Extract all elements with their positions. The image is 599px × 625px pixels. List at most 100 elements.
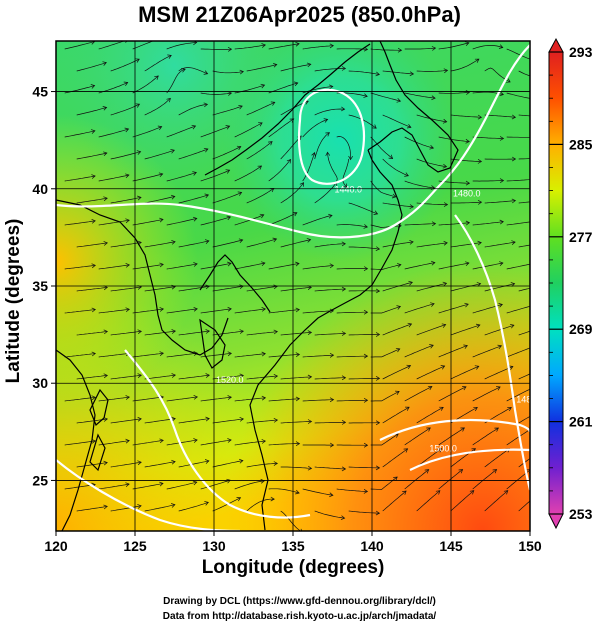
streamline-arrow xyxy=(295,307,300,313)
colorbar-max-triangle xyxy=(548,37,564,53)
streamline xyxy=(348,378,380,380)
streamline-arrow xyxy=(341,331,347,336)
streamline xyxy=(518,330,530,336)
streamline xyxy=(246,238,277,248)
streamline-arrow xyxy=(499,178,505,183)
streamline-arrow xyxy=(407,322,413,328)
streamline xyxy=(268,443,300,446)
streamline-arrow xyxy=(239,373,244,379)
streamline xyxy=(370,264,401,270)
streamline-arrow xyxy=(273,329,278,335)
streamline xyxy=(404,136,434,149)
streamline-arrow xyxy=(372,124,377,129)
streamline xyxy=(280,286,312,292)
streamline-arrow xyxy=(363,397,369,403)
streamline-arrow xyxy=(103,241,108,246)
streamline-arrow xyxy=(205,373,210,378)
x-tick-label: 120 xyxy=(44,538,68,554)
streamline xyxy=(404,386,433,402)
streamline-arrow xyxy=(125,395,130,400)
streamline-arrow xyxy=(167,54,172,59)
streamline xyxy=(518,373,530,380)
streamline-arrow xyxy=(348,155,353,161)
streamline-arrow xyxy=(171,416,176,422)
streamline-arrow xyxy=(534,135,537,139)
streamline xyxy=(404,344,434,358)
streamline xyxy=(246,188,274,204)
streamline-arrow xyxy=(159,307,164,312)
streamline xyxy=(416,158,447,168)
streamline xyxy=(110,330,142,336)
streamline xyxy=(382,323,412,336)
streamline-arrow xyxy=(340,515,346,521)
streamline xyxy=(302,152,315,182)
streamline-arrow xyxy=(239,69,244,75)
streamline-arrow xyxy=(306,62,312,68)
streamline xyxy=(506,179,530,182)
streamline-arrow xyxy=(90,129,96,134)
streamline-arrow xyxy=(464,302,469,308)
streamline xyxy=(246,64,277,72)
streamline xyxy=(472,262,503,270)
streamline xyxy=(336,399,368,402)
streamline-arrow xyxy=(238,238,244,244)
streamline xyxy=(327,152,338,182)
streamline xyxy=(98,128,129,138)
streamline xyxy=(314,132,330,160)
streamline xyxy=(98,264,130,270)
streamline-arrow xyxy=(236,145,242,151)
streamline-arrow xyxy=(325,132,330,137)
streamline-arrow xyxy=(465,261,470,266)
streamline-arrow xyxy=(530,387,534,391)
y-tick-label: 35 xyxy=(32,278,48,294)
streamline xyxy=(200,216,231,226)
streamline xyxy=(484,490,509,512)
streamline-arrow xyxy=(375,465,381,471)
streamline xyxy=(132,41,154,50)
streamline-arrow xyxy=(154,75,159,80)
streamline xyxy=(98,440,130,446)
streamline-arrow xyxy=(205,416,210,422)
streamline-arrow xyxy=(295,352,301,357)
streamline xyxy=(200,308,232,314)
streamline-arrow xyxy=(171,459,176,465)
streamline-arrow xyxy=(533,303,537,307)
streamline-arrow xyxy=(135,103,141,108)
streamline xyxy=(246,141,273,160)
streamline xyxy=(404,469,429,490)
streamline-arrow xyxy=(159,351,164,356)
streamline xyxy=(348,246,380,250)
streamline-arrow xyxy=(125,438,130,444)
streamline xyxy=(450,58,480,72)
streamline-arrow xyxy=(503,490,509,495)
streamline-arrow xyxy=(268,141,273,146)
streamline-arrow xyxy=(441,323,447,328)
streamline-arrow xyxy=(237,191,243,196)
streamline-arrow xyxy=(427,385,433,391)
streamline-arrow xyxy=(465,180,471,186)
streamline-arrow xyxy=(510,282,516,287)
streamline-arrow xyxy=(363,224,368,229)
streamline-arrow xyxy=(193,262,198,267)
streamline-arrow xyxy=(363,46,369,52)
streamline xyxy=(268,43,300,50)
streamline xyxy=(438,386,467,402)
streamline-arrow xyxy=(429,144,435,150)
streamline-arrow xyxy=(225,125,231,130)
streamline-arrow xyxy=(204,239,210,244)
streamline-arrow xyxy=(125,307,130,312)
streamline-arrow xyxy=(404,172,409,177)
streamline xyxy=(472,221,504,226)
streamline xyxy=(314,68,346,72)
streamline-arrow xyxy=(465,220,471,226)
streamline xyxy=(110,374,142,380)
wind-streamlines xyxy=(64,41,537,531)
streamline-arrow xyxy=(439,406,444,411)
streamline-arrow xyxy=(329,308,335,314)
streamline xyxy=(336,488,368,492)
streamline xyxy=(144,55,172,72)
streamline-arrow xyxy=(227,46,233,52)
streamline-arrow xyxy=(295,396,301,402)
streamline-arrow xyxy=(494,427,499,432)
streamline xyxy=(302,399,334,402)
